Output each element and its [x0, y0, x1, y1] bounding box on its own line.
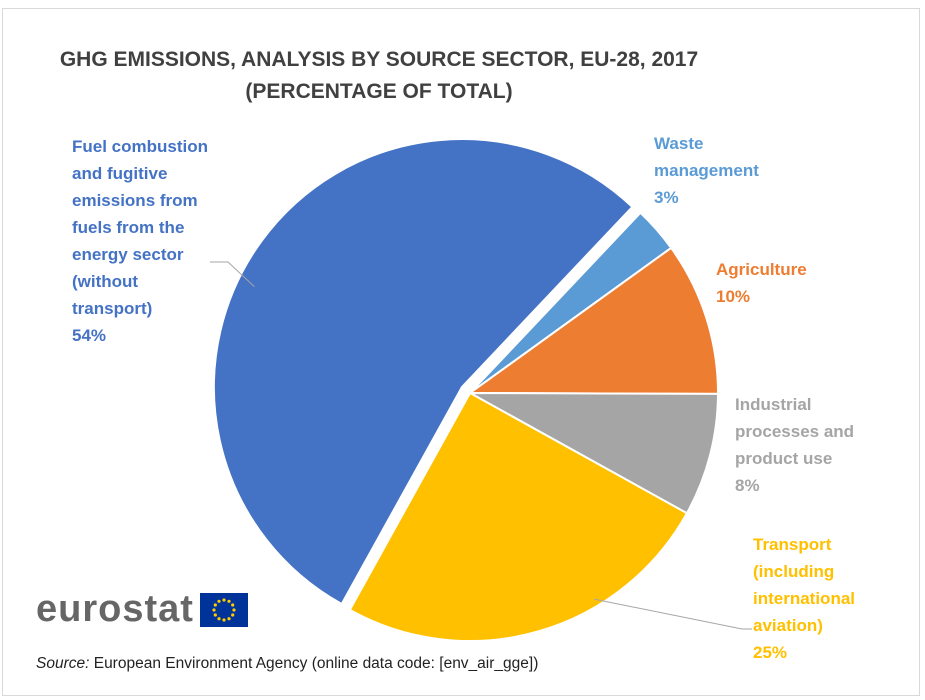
- chart-title: GHG EMISSIONS, ANALYSIS BY SOURCE SECTOR…: [59, 48, 699, 103]
- source-prefix: Source:: [36, 655, 90, 672]
- chart-frame: [2, 8, 920, 696]
- leader-line: [210, 261, 255, 287]
- source-text: European Environment Agency (online data…: [89, 655, 539, 672]
- label-waste-management: Waste management 3%: [654, 130, 759, 211]
- eurostat-logo-text: eurostat: [36, 588, 194, 630]
- label-transport: Transport (including international aviat…: [753, 531, 855, 666]
- label-agriculture-value: 10%: [716, 287, 751, 306]
- pie-slice-agriculture: [466, 246, 719, 395]
- label-industrial-processes-value: 8%: [735, 476, 760, 495]
- label-transport-value: 25%: [753, 643, 788, 662]
- pie-slice-transport: [348, 391, 689, 642]
- label-fuel-combustion: Fuel combustion and fugitive emissions f…: [72, 133, 208, 349]
- label-agriculture: Agriculture 10%: [716, 256, 807, 310]
- label-industrial-processes: Industrial processes and product use 8%: [735, 391, 854, 499]
- label-agriculture-name: Agriculture: [716, 260, 807, 279]
- source-note: Source: European Environment Agency (onl…: [36, 655, 538, 673]
- label-transport-name: Transport (including international aviat…: [753, 535, 856, 635]
- eurostat-logo: eurostat: [36, 588, 248, 631]
- label-industrial-processes-name: Industrial processes and product use: [735, 395, 855, 468]
- label-waste-management-value: 3%: [654, 188, 679, 207]
- label-waste-management-name: Waste management: [654, 134, 759, 180]
- pie-slice-fuel-combustion: [212, 138, 634, 606]
- eu-flag-icon: [199, 592, 248, 627]
- label-fuel-combustion-name: Fuel combustion and fugitive emissions f…: [72, 137, 208, 318]
- leader-line: [593, 598, 752, 630]
- label-fuel-combustion-value: 54%: [72, 326, 107, 345]
- pie-slice-industrial: [469, 392, 720, 515]
